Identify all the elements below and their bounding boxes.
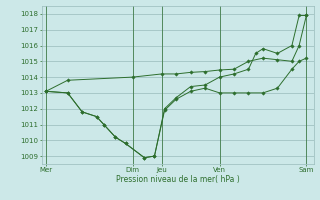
X-axis label: Pression niveau de la mer( hPa ): Pression niveau de la mer( hPa ) — [116, 175, 239, 184]
